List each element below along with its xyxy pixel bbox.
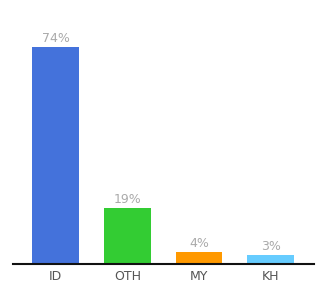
Text: 3%: 3%: [261, 240, 281, 253]
Bar: [104, 208, 151, 264]
Text: 74%: 74%: [42, 32, 70, 45]
Bar: [247, 255, 294, 264]
Bar: [176, 252, 222, 264]
Text: 19%: 19%: [114, 193, 141, 206]
Bar: [33, 47, 79, 264]
Text: 4%: 4%: [189, 237, 209, 250]
